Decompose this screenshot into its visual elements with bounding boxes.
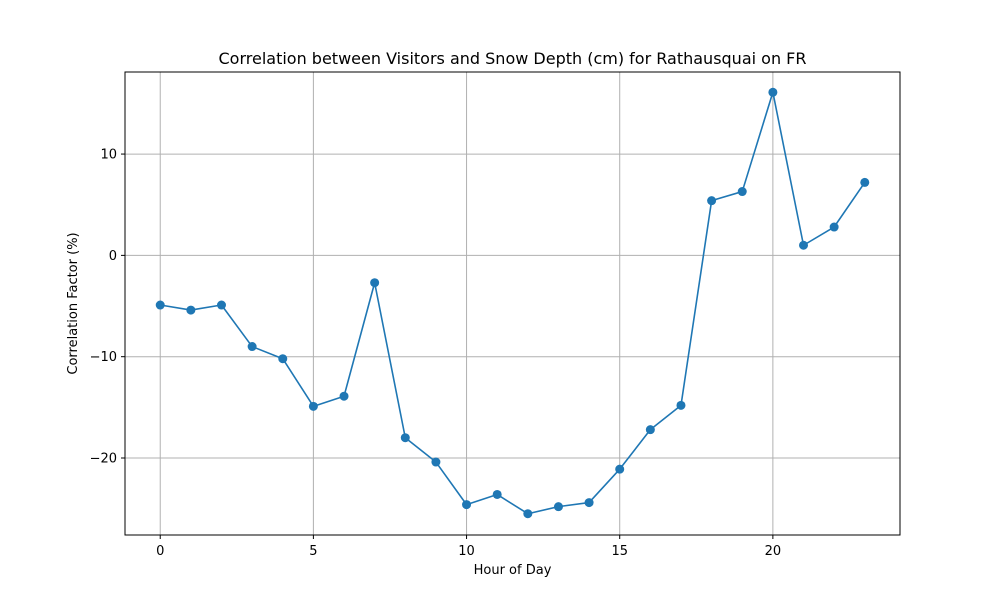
x-tick-label: 5 [309, 544, 317, 559]
data-point [584, 498, 594, 508]
chart-title: Correlation between Visitors and Snow De… [218, 49, 806, 68]
data-point [615, 464, 625, 474]
data-point [431, 457, 441, 467]
x-tick-label: 15 [611, 544, 628, 559]
data-point [155, 300, 165, 310]
x-axis-label: Hour of Day [474, 563, 552, 578]
data-point [860, 177, 870, 187]
data-point [278, 354, 288, 364]
data-point [553, 502, 563, 512]
y-tick-label: −20 [90, 452, 117, 467]
series-line [160, 91, 866, 515]
data-point [400, 433, 410, 443]
data-point [768, 87, 778, 97]
y-tick-label: 10 [100, 148, 117, 163]
series-layer [155, 87, 870, 519]
grid-lines [125, 72, 900, 535]
y-tick-label: 0 [109, 249, 117, 264]
data-point [829, 222, 839, 232]
plot-frame [124, 71, 901, 536]
y-axis-label: Correlation Factor (%) [66, 232, 81, 374]
data-point [737, 187, 747, 197]
data-point [676, 400, 686, 410]
data-point [308, 401, 318, 411]
data-point [370, 278, 380, 288]
data-point [492, 489, 502, 499]
data-point [216, 300, 226, 310]
x-axis-ticks: 0 5 10 15 20 [156, 535, 781, 559]
x-tick-label: 20 [765, 544, 782, 559]
data-point [707, 196, 717, 206]
data-point [186, 305, 196, 315]
y-tick-label: −10 [90, 350, 117, 365]
data-point [645, 425, 655, 435]
data-point [462, 500, 472, 510]
y-axis-ticks: −20 −10 0 10 [90, 148, 125, 467]
data-point [247, 342, 257, 352]
data-point [799, 240, 809, 250]
x-tick-label: 0 [156, 544, 164, 559]
x-tick-label: 10 [458, 544, 475, 559]
data-point [523, 509, 533, 519]
data-point [339, 391, 349, 401]
